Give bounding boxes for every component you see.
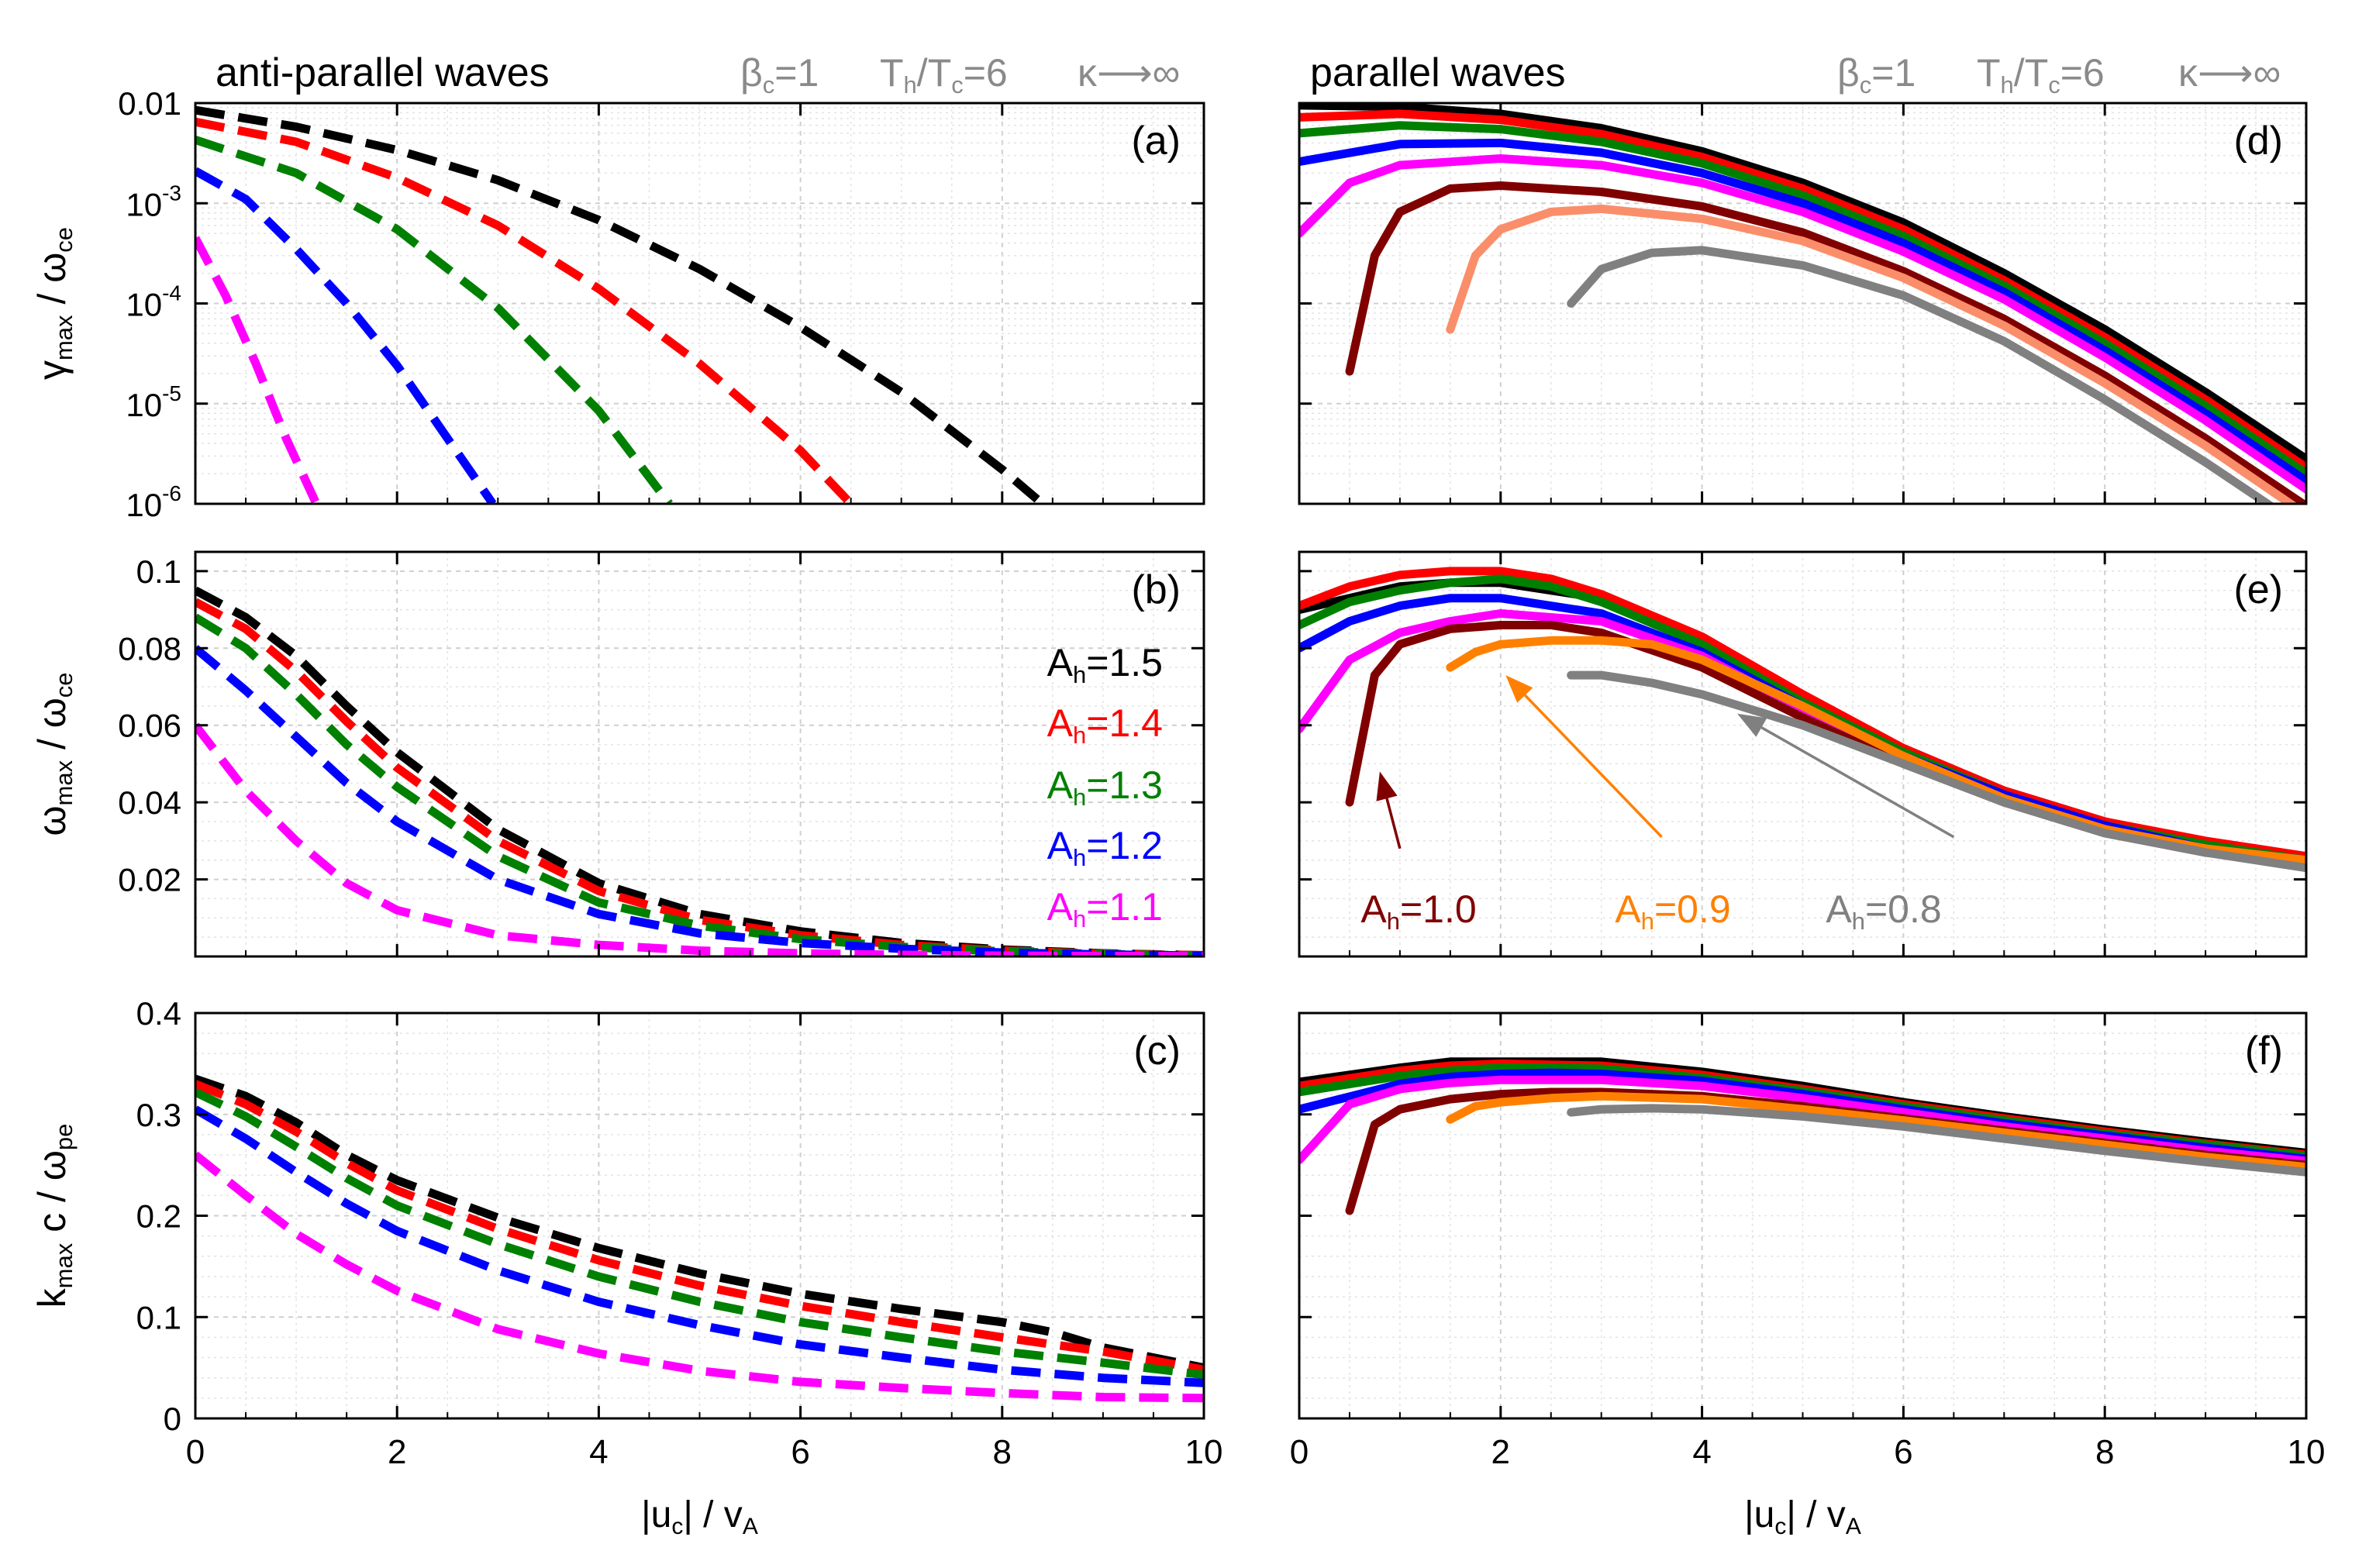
- series-group-c: [195, 1074, 1204, 1403]
- panel-label: (c): [1133, 1029, 1181, 1073]
- panel-label: (a): [1131, 119, 1181, 164]
- series-line-ah-1-5: [1299, 103, 2306, 464]
- panel-title: parallel waves: [1310, 50, 1566, 95]
- x-tick-label: 2: [388, 1433, 406, 1471]
- y-tick-label: 10-6: [126, 481, 181, 523]
- x-tick-label: 0: [186, 1433, 205, 1471]
- x-tick-label: 4: [589, 1433, 608, 1471]
- series-line-ah-1-4: [1299, 109, 2306, 472]
- series-line-ah-0-9: [1446, 204, 2298, 504]
- series-line-ah-1-5: [195, 1074, 1204, 1372]
- series-line-ah-1-1: [195, 1151, 1204, 1403]
- series-line-ah-1-2: [195, 1105, 1204, 1387]
- y-tick-label: 10-4: [126, 281, 181, 323]
- series-group-e: [1299, 567, 2306, 873]
- legend-entry: Ah=1.2: [1047, 824, 1163, 871]
- x-tick-label: 10: [2288, 1433, 2326, 1471]
- annotation-label: Ah=0.9: [1615, 887, 1730, 935]
- series-line-ah-1-0: [1345, 181, 2306, 504]
- series-line-ah-1-2: [1299, 138, 2306, 485]
- y-axis-label-group: kmax c / ωpe: [30, 1124, 78, 1308]
- y-tick-label: 0.01: [118, 85, 181, 122]
- legend-entry: Ah=1.1: [1047, 885, 1163, 932]
- y-tick-label: 0.02: [118, 862, 181, 898]
- x-axis-label: |uc| / vA: [641, 1494, 758, 1539]
- series-group-d: [1299, 103, 2306, 504]
- x-tick-label: 6: [791, 1433, 809, 1471]
- x-tick-label: 6: [1894, 1433, 1912, 1471]
- y-tick-label: 10-5: [126, 381, 181, 423]
- parameter-label: κ⟶∞: [2178, 51, 2281, 95]
- series-line-ah-1-3: [195, 136, 673, 504]
- annotation-arrow: [1385, 798, 1402, 849]
- x-tick-label: 8: [993, 1433, 1012, 1471]
- parameter-label: Th/Tc=6: [1977, 51, 2105, 98]
- parameter-label: βc=1: [740, 51, 819, 98]
- y-axis-label: γmax / ωce: [30, 227, 78, 380]
- series-group-f: [1299, 1057, 2306, 1215]
- x-tick-label: 0: [1290, 1433, 1309, 1471]
- y-tick-label: 0.04: [118, 784, 181, 821]
- y-tick-label: 0.3: [136, 1097, 181, 1133]
- y-tick-label: 0.1: [136, 1299, 181, 1335]
- y-tick-label: 0.2: [136, 1198, 181, 1235]
- y-tick-label: 0: [164, 1401, 181, 1437]
- panel-label: (e): [2233, 567, 2283, 612]
- series-line-ah-1-5: [195, 105, 1046, 504]
- x-tick-label: 8: [2095, 1433, 2114, 1471]
- series-line-ah-1-3: [1299, 121, 2306, 478]
- series-line-ah-0-8: [1567, 670, 2306, 873]
- series-line-ah-1-3: [195, 613, 1204, 956]
- annotation-arrowhead: [1505, 675, 1533, 703]
- annotation-label: Ah=1.0: [1360, 887, 1476, 935]
- series-line-ah-0-8: [1567, 246, 2275, 504]
- frame-layer: [194, 102, 2308, 1420]
- y-tick-label: 0.1: [136, 553, 181, 590]
- y-axis-label: kmax c / ωpe: [30, 1124, 78, 1308]
- series-line-ah-1-1: [1299, 154, 2306, 494]
- series-line-ah-1-3: [195, 1088, 1204, 1380]
- parameter-label: βc=1: [1837, 51, 1916, 98]
- series-line-ah-1-4: [195, 117, 854, 504]
- text-layer: 10-6 10-5 10-4 10-3 0.01 γmax / ωce (a) anti-pa…: [30, 50, 2325, 1539]
- series-layer: [195, 103, 2306, 1403]
- annotation-label: Ah=0.8: [1826, 887, 1941, 935]
- x-axis-label: |uc| / vA: [1744, 1494, 1861, 1539]
- series-line-ah-1-4: [195, 1080, 1204, 1374]
- parameter-label: κ⟶∞: [1078, 51, 1180, 95]
- y-axis-label: ωmax / ωce: [30, 672, 78, 836]
- y-axis-label-group: ωmax / ωce: [30, 672, 78, 836]
- legend-entry: Ah=1.3: [1047, 763, 1163, 811]
- legend-entry: Ah=1.5: [1047, 641, 1163, 688]
- y-tick-label: 0.06: [118, 708, 181, 744]
- y-tick-label: 0.08: [118, 630, 181, 667]
- panel-label: (b): [1131, 567, 1181, 612]
- series-line-ah-1-1: [195, 236, 321, 504]
- annotation-arrow: [1524, 694, 1663, 839]
- series-line-ah-1-4: [195, 598, 1204, 956]
- x-tick-label: 2: [1491, 1433, 1510, 1471]
- series-line-ah-0-9: [1446, 1091, 2306, 1172]
- y-tick-label: 10-3: [126, 181, 181, 222]
- panel-title: anti-parallel waves: [216, 50, 550, 95]
- annotation-arrow: [1760, 726, 1955, 839]
- series-line-ah-1-2: [195, 167, 497, 504]
- x-tick-label: 10: [1185, 1433, 1223, 1471]
- legend-entry: Ah=1.4: [1047, 701, 1163, 749]
- panel-label: (f): [2245, 1029, 2283, 1073]
- annotation-arrowhead: [1376, 771, 1398, 801]
- series-line-ah-0-8: [1567, 1104, 2306, 1177]
- annotation-arrowhead: [1737, 713, 1767, 737]
- y-tick-label: 0.4: [136, 995, 181, 1032]
- x-tick-label: 4: [1692, 1433, 1711, 1471]
- series-group-a: [195, 105, 1046, 504]
- panel-label: (d): [2233, 119, 2283, 164]
- y-axis-label-group: γmax / ωce: [30, 227, 78, 380]
- parameter-label: Th/Tc=6: [880, 51, 1008, 98]
